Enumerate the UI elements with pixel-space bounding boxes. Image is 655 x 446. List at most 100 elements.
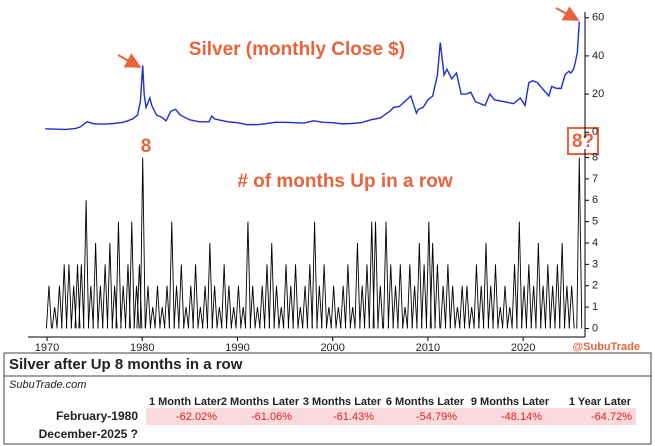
spike: [264, 264, 270, 329]
spike: [511, 264, 518, 329]
spike: [145, 285, 151, 329]
column-header: 3 Months Later: [303, 396, 382, 408]
spike: [392, 285, 399, 329]
spike: [273, 285, 280, 329]
spike: [444, 264, 451, 329]
cell: -62.02%: [176, 411, 217, 423]
x-tick-label: 2010: [416, 342, 440, 352]
row-label: February-1980: [56, 409, 138, 423]
chart: Silver (monthly Close $) # of months Up …: [28, 6, 640, 352]
column-header: 9 Months Later: [471, 396, 550, 408]
spike: [483, 242, 489, 329]
spike: [115, 221, 122, 329]
spike: [434, 264, 441, 329]
spike: [154, 285, 161, 329]
spike: [235, 285, 242, 329]
annotation: 8: [141, 136, 152, 157]
spike: [97, 285, 104, 329]
y-tick-label: 1: [592, 301, 598, 313]
cell: -61.06%: [251, 411, 292, 423]
spike: [302, 285, 309, 329]
y-tick-label: 40: [592, 50, 604, 62]
spike: [136, 264, 143, 329]
spike: [416, 242, 423, 329]
spike: [139, 157, 146, 329]
cell: -48.14%: [501, 411, 542, 423]
spike: [406, 264, 413, 329]
column-header: 2 Months Later: [221, 396, 300, 408]
spike: [149, 307, 156, 329]
spike: [411, 285, 418, 329]
spike: [497, 307, 504, 329]
spike: [197, 307, 204, 329]
y-tick-label: 2: [592, 280, 598, 292]
annotation-box: [567, 127, 599, 155]
table: Silver after Up 8 months in a row SubuTr…: [3, 352, 652, 445]
spike: [83, 200, 90, 329]
y-tick-label: 8: [592, 151, 598, 163]
spike: [325, 307, 332, 329]
spike: [133, 285, 140, 329]
spike: [173, 285, 180, 329]
spike: [87, 285, 94, 329]
spike: [459, 285, 466, 329]
spike: [65, 264, 72, 329]
chart-title: Silver (monthly Close $): [189, 39, 405, 60]
spike: [440, 285, 447, 329]
spike: [463, 285, 470, 329]
column-header: 1 Year Later: [569, 396, 632, 408]
cell: -64.72%: [591, 411, 632, 423]
arrow: [117, 53, 142, 68]
table-subtitle: SubuTrade.com: [9, 379, 86, 391]
spike: [278, 307, 285, 329]
annotation: 8?: [572, 131, 594, 152]
spike: [383, 221, 389, 329]
spike: [330, 285, 337, 329]
spike: [56, 285, 63, 329]
spike: [74, 264, 81, 329]
spike: [530, 285, 537, 329]
spike: [397, 264, 404, 329]
spike: [349, 307, 356, 329]
spike: [128, 221, 135, 329]
spike: [221, 264, 228, 329]
y-tick-label: 5: [592, 216, 598, 228]
arrow: [555, 6, 580, 21]
cell: -54.79%: [416, 411, 457, 423]
x-tick-label: 1970: [35, 342, 59, 352]
spike: [576, 157, 583, 329]
spike: [259, 285, 266, 329]
spike: [321, 264, 328, 329]
source-label: @SubuTrade: [572, 341, 640, 352]
y-tick-label: 0: [592, 126, 598, 138]
spike: [344, 264, 351, 329]
spike: [283, 264, 289, 329]
spike: [316, 285, 323, 329]
x-tick-label: 1980: [130, 342, 154, 352]
y-tick-label: 20: [592, 88, 604, 100]
spike: [554, 264, 561, 329]
spike: [359, 285, 366, 329]
spike: [372, 221, 379, 329]
spike: [225, 285, 232, 329]
table-border: [3, 352, 652, 445]
spike: [120, 285, 127, 329]
spike: [230, 307, 237, 329]
spike: [244, 221, 251, 329]
spike: [535, 242, 542, 329]
spike: [544, 264, 551, 329]
spike: [192, 264, 199, 329]
spike: [287, 285, 294, 329]
highlight: [146, 408, 636, 425]
spike: [449, 285, 456, 329]
spike: [159, 307, 166, 329]
spike: [240, 307, 247, 329]
spike: [549, 285, 556, 329]
spike: [478, 285, 485, 329]
spike: [492, 264, 499, 329]
spike: [45, 285, 52, 329]
spike: [187, 285, 194, 329]
chart-title: # of months Up in a row: [237, 171, 453, 192]
spike: [268, 242, 275, 329]
